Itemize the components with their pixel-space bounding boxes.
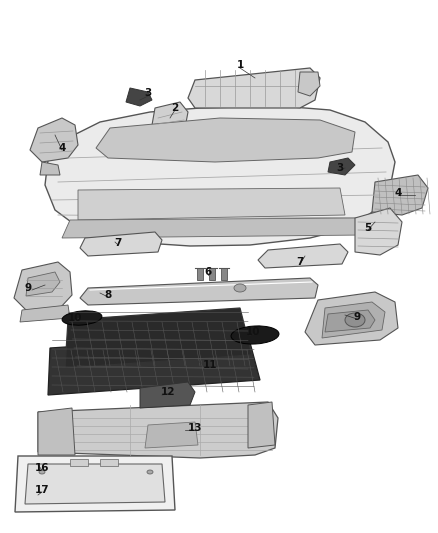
Text: 3: 3: [336, 163, 344, 173]
Text: 17: 17: [35, 485, 49, 495]
Polygon shape: [209, 268, 215, 280]
Polygon shape: [45, 106, 395, 246]
Ellipse shape: [39, 470, 45, 474]
Polygon shape: [62, 218, 365, 238]
Polygon shape: [188, 68, 320, 108]
Text: 2: 2: [171, 103, 179, 113]
Polygon shape: [152, 102, 188, 132]
Polygon shape: [325, 310, 375, 332]
Polygon shape: [38, 402, 278, 458]
Ellipse shape: [231, 326, 279, 344]
Polygon shape: [70, 459, 88, 466]
Polygon shape: [145, 422, 198, 448]
Text: 5: 5: [364, 223, 371, 233]
Polygon shape: [40, 162, 60, 175]
Text: 12: 12: [161, 387, 175, 397]
Text: 6: 6: [205, 267, 212, 277]
Text: 10: 10: [68, 313, 82, 323]
Polygon shape: [140, 382, 195, 408]
Text: 9: 9: [25, 283, 32, 293]
Polygon shape: [248, 402, 275, 448]
Ellipse shape: [234, 284, 246, 292]
Polygon shape: [221, 268, 227, 280]
Text: 7: 7: [114, 238, 122, 248]
Text: 13: 13: [188, 423, 202, 433]
Polygon shape: [38, 408, 75, 455]
Polygon shape: [322, 302, 385, 338]
Polygon shape: [96, 118, 355, 162]
Polygon shape: [78, 188, 345, 220]
Polygon shape: [328, 158, 355, 175]
Polygon shape: [20, 305, 70, 322]
Text: 4: 4: [394, 188, 402, 198]
Text: 16: 16: [35, 463, 49, 473]
Polygon shape: [355, 208, 402, 255]
Polygon shape: [80, 232, 162, 256]
Polygon shape: [372, 175, 428, 215]
Ellipse shape: [147, 470, 153, 474]
Text: 3: 3: [145, 88, 152, 98]
Polygon shape: [15, 456, 175, 512]
Text: 7: 7: [297, 257, 304, 267]
Polygon shape: [30, 118, 78, 162]
Polygon shape: [14, 262, 72, 312]
Text: 11: 11: [203, 360, 217, 370]
Polygon shape: [305, 292, 398, 345]
Polygon shape: [48, 335, 260, 395]
Ellipse shape: [62, 311, 102, 325]
Text: 4: 4: [58, 143, 66, 153]
Polygon shape: [100, 459, 118, 466]
Text: 10: 10: [246, 327, 260, 337]
Polygon shape: [25, 464, 165, 504]
Polygon shape: [197, 268, 203, 280]
Text: 9: 9: [353, 312, 360, 322]
Text: 8: 8: [104, 290, 112, 300]
Polygon shape: [258, 244, 348, 268]
Polygon shape: [126, 88, 152, 106]
Polygon shape: [26, 272, 60, 296]
Polygon shape: [298, 72, 320, 96]
Polygon shape: [80, 278, 318, 305]
Ellipse shape: [345, 313, 365, 327]
Polygon shape: [65, 308, 252, 368]
Text: 1: 1: [237, 60, 244, 70]
